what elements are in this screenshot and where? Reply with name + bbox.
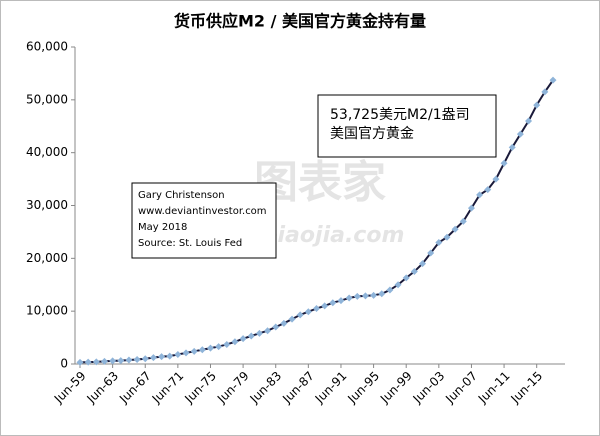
marker <box>92 358 100 366</box>
marker <box>158 353 166 361</box>
y-tick-label: 20,000 <box>26 251 68 265</box>
source-text: May 2018 <box>138 222 187 233</box>
marker <box>76 358 84 366</box>
marker <box>361 292 369 300</box>
marker <box>549 76 557 84</box>
marker <box>443 233 451 241</box>
marker <box>206 344 214 352</box>
y-tick-label: 30,000 <box>26 198 68 212</box>
marker <box>247 332 255 340</box>
marker <box>492 175 500 183</box>
marker <box>459 217 467 225</box>
marker <box>386 286 394 294</box>
marker <box>231 338 239 346</box>
marker <box>304 308 312 316</box>
marker <box>215 343 223 351</box>
annotation: 53,725美元M2/1盎司 <box>330 107 470 123</box>
annotation: 美国官方黄金 <box>330 125 414 142</box>
marker <box>174 350 182 358</box>
marker <box>427 249 435 257</box>
marker <box>125 356 133 364</box>
y-tick-label: 40,000 <box>26 145 68 159</box>
source-text: Source: St. Louis Fed <box>138 238 242 249</box>
marker <box>280 319 288 327</box>
marker <box>182 349 190 357</box>
marker <box>84 358 92 366</box>
source-text: www.deviantinvestor.com <box>138 206 267 217</box>
marker <box>166 352 174 360</box>
marker <box>508 143 516 151</box>
y-tick-label: 10,000 <box>26 304 68 318</box>
marker <box>467 204 475 212</box>
marker <box>100 357 108 365</box>
marker <box>353 292 361 300</box>
source-box <box>131 182 277 259</box>
marker <box>239 335 247 343</box>
chart-title: 货币供应M2 / 美国官方黄金持有量 <box>174 12 426 31</box>
marker <box>394 281 402 289</box>
marker <box>451 225 459 233</box>
marker <box>264 327 272 335</box>
marker <box>329 299 337 307</box>
marker <box>133 356 141 364</box>
marker <box>533 101 541 109</box>
marker <box>516 130 524 138</box>
marker <box>402 274 410 282</box>
marker <box>255 329 263 337</box>
marker <box>410 268 418 276</box>
marker <box>500 159 508 167</box>
marker <box>313 305 320 313</box>
marker <box>345 294 353 302</box>
marker <box>435 238 443 246</box>
marker <box>117 357 125 365</box>
marker <box>198 346 206 354</box>
marker <box>272 323 280 331</box>
marker <box>321 302 329 310</box>
marker <box>419 260 427 268</box>
marker <box>109 357 117 365</box>
marker <box>525 117 533 125</box>
marker <box>337 297 345 305</box>
marker <box>223 340 231 348</box>
marker <box>378 290 386 298</box>
marker <box>141 355 149 363</box>
annotation-box <box>317 94 497 158</box>
marker <box>149 354 157 362</box>
marker <box>541 88 549 96</box>
marker <box>484 186 492 194</box>
marker <box>476 191 484 199</box>
marker <box>288 315 296 323</box>
marker <box>190 347 198 355</box>
y-tick-label: 50,000 <box>26 92 68 106</box>
marker <box>296 311 304 319</box>
source-text: Gary Christenson <box>138 190 225 201</box>
marker <box>370 291 378 299</box>
y-tick-label: 0 <box>60 357 68 371</box>
y-tick-label: 60,000 <box>26 40 68 54</box>
